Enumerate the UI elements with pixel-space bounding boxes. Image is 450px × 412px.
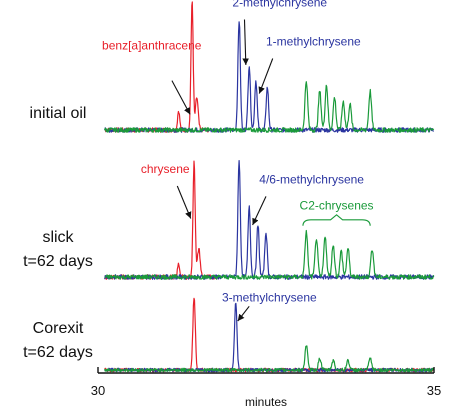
annotation-label: C2-chrysenes xyxy=(300,198,374,212)
panel-2: slick t=62 days chrysene 4/6-methylchrysene… xyxy=(23,160,435,280)
panel-label: initial oil xyxy=(30,105,87,122)
annotation-arrow xyxy=(171,80,191,115)
trace-green xyxy=(104,345,435,373)
panel-1: initial oil benz[a]anthracene 2-methylchry… xyxy=(30,0,435,133)
panel-label: t=62 days xyxy=(23,253,93,270)
panel-label: t=62 days xyxy=(23,344,93,361)
annotation-arrow xyxy=(242,19,249,66)
x-tick-label: 30 xyxy=(91,383,105,398)
trace-red xyxy=(104,297,434,373)
trace-red xyxy=(104,160,217,280)
annotation-label: chrysene xyxy=(141,162,190,176)
annotation-label: 3-methylchrysene xyxy=(222,290,317,304)
trace-green xyxy=(104,229,435,280)
annotation-arrow xyxy=(258,58,274,94)
x-axis: 30 35 minutes xyxy=(91,367,441,409)
panel-label: slick xyxy=(42,229,74,246)
annotation-arrow xyxy=(176,185,192,219)
annotation-label: 4/6-methylchrysene xyxy=(259,172,364,186)
trace-green xyxy=(104,81,435,133)
panel-3: Corexit t=62 days 3-methylchrysene xyxy=(23,290,435,373)
annotation-label: 2-methylchrysene xyxy=(232,0,327,10)
annotation-label: benz[a]anthracene xyxy=(102,38,202,52)
panels-layer: initial oil benz[a]anthracene 2-methylchry… xyxy=(23,0,435,373)
annotation-arrow xyxy=(252,196,267,226)
trace-blue xyxy=(104,302,435,373)
trace-red xyxy=(104,1,210,133)
x-tick-label: 35 xyxy=(427,383,441,398)
annotation-arrow xyxy=(237,305,250,322)
annotation-bracket xyxy=(302,214,371,226)
annotation-label: 1-methylchrysene xyxy=(266,35,361,49)
x-axis-title: minutes xyxy=(245,395,287,409)
panel-label: Corexit xyxy=(33,320,84,337)
x-ticks: 30 35 xyxy=(91,367,441,398)
